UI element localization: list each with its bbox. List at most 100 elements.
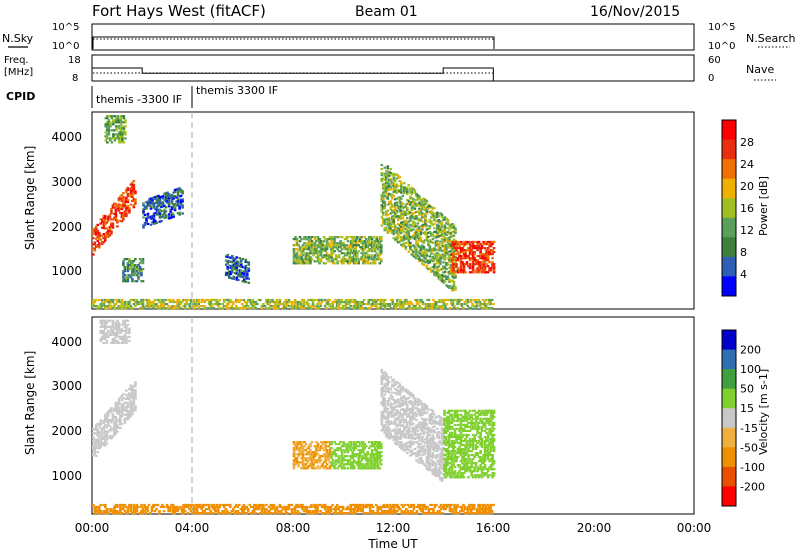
power-cells-cell-608 xyxy=(228,276,231,279)
vel-cells-cell-585 xyxy=(328,447,332,450)
power-cells-cell-2592 xyxy=(222,300,226,304)
power-cells-cell-643 xyxy=(235,276,239,279)
power-cells-cell-945 xyxy=(336,244,339,247)
power-cells-cell-3046 xyxy=(474,305,477,308)
power-cells-cell-2137 xyxy=(458,245,461,248)
power-cells-cell-1641 xyxy=(418,235,421,238)
vel-cells-cell-571 xyxy=(327,467,330,470)
power-cells-cell-2451 xyxy=(144,298,148,302)
power-cells-cell-485 xyxy=(158,198,162,201)
power-cells-cell-1378 xyxy=(395,197,399,200)
power-cells-cell-2089 xyxy=(454,229,457,232)
vel-cells-cell-170 xyxy=(120,423,124,426)
power-cells-cell-337 xyxy=(128,274,131,277)
power-cells-cell-1222 xyxy=(383,219,387,222)
vel-cells-cell-17 xyxy=(95,454,98,457)
power-cells-cell-241 xyxy=(112,115,115,118)
power-cells-cell-791 xyxy=(307,254,311,257)
power-cells-cell-2395 xyxy=(114,303,118,306)
power-cells-cell-1473 xyxy=(403,188,406,191)
power-cells-cell-2585 xyxy=(216,300,220,304)
vel-cells-cell-91 xyxy=(107,422,110,425)
vel-cells-cell-1405 xyxy=(427,456,430,459)
power-cells-cell-2289 xyxy=(482,240,485,244)
power-cells-cell-2902 xyxy=(391,298,395,302)
power-cells-cell-1898 xyxy=(439,230,442,233)
vel-cells-cell-222 xyxy=(129,408,133,411)
vel-cells-cell-814 xyxy=(373,449,377,452)
vel-cells-cell-1483 xyxy=(433,469,436,472)
power-cells-cell-308 xyxy=(122,280,125,283)
power-cells-cell-1448 xyxy=(401,227,405,230)
vel-cells-cell-1730 xyxy=(450,425,454,428)
vel-cells-cell-944 xyxy=(386,416,390,419)
vel-cells-cell-1255 xyxy=(413,431,417,434)
vel-cells-cell-227 xyxy=(129,396,133,399)
power-cells-cell-3011 xyxy=(451,305,455,308)
vel-cells-cell-1361 xyxy=(422,420,426,424)
vel-cells-cell-1312 xyxy=(418,403,421,406)
vel-cells-cell-1006 xyxy=(392,414,396,418)
power-cells-cell-285 xyxy=(119,115,123,118)
vel-cells-cell-1617 xyxy=(443,431,446,434)
vel-cells-cell-476 xyxy=(306,453,309,456)
vel-cells-cell-6 xyxy=(92,436,95,439)
power-cells-cell-473 xyxy=(157,200,160,204)
power-cells-cell-2583 xyxy=(216,305,220,308)
vel-cells-cell-92 xyxy=(107,420,110,423)
vel-cells-cell-1628 xyxy=(444,472,448,475)
power-cells-cell-1571 xyxy=(412,216,415,219)
power-cells-cell-93 xyxy=(113,216,116,219)
power-cells-cell-1295 xyxy=(389,226,393,229)
power-cells-cell-2134 xyxy=(458,255,461,258)
power-cells-cell-1774 xyxy=(428,210,432,214)
vel-cells-cell-977 xyxy=(389,420,393,423)
vel-cells-cell-1456 xyxy=(430,412,433,416)
power-cells-cell-1090 xyxy=(363,240,366,243)
power-cells-cell-165 xyxy=(128,209,131,212)
power-cells-cell-1908 xyxy=(440,268,444,271)
power-cells-cell-1209 xyxy=(382,199,385,202)
vel-cells-cell-962 xyxy=(388,427,391,430)
power-cells-cell-351 xyxy=(131,272,134,275)
vel-cells-cell-567 xyxy=(325,451,329,454)
vel-cells-cell-1735 xyxy=(450,413,454,416)
power-cells-cell-2473 xyxy=(155,303,158,306)
vel-cells-cell-1797 xyxy=(456,437,460,441)
power-cells-cell-2060 xyxy=(452,258,456,261)
power-cells-cell-2142 xyxy=(459,265,463,268)
vel-cells-cell-1611 xyxy=(443,458,446,461)
power-cells-cell-1670 xyxy=(419,198,423,202)
vel-cells-cell-726 xyxy=(358,467,362,470)
power-cells-cell-0 xyxy=(92,253,95,256)
vel-cells-cell-770 xyxy=(366,461,369,464)
vel-cells-cell-278 xyxy=(101,319,104,322)
vel-cells-cell-988 xyxy=(391,415,394,418)
vel-cells-cell-33 xyxy=(96,430,100,434)
power-cells-cell-1959 xyxy=(443,226,447,229)
power-cells-cell-1947 xyxy=(443,254,447,257)
vel-cells-cell-228 xyxy=(129,394,133,397)
vel-cells-cell-208 xyxy=(126,404,130,407)
power-cbar-swatch-4 xyxy=(722,198,736,219)
power-cells-cell-238 xyxy=(112,123,115,126)
vel-cells-cell-872 xyxy=(380,383,384,386)
vel-cells-cell-802 xyxy=(372,457,375,460)
power-cells-cell-1532 xyxy=(409,227,412,230)
power-cells-cell-1783 xyxy=(430,234,433,237)
power-cells-cell-994 xyxy=(346,246,350,249)
power-cells-cell-2716 xyxy=(293,305,297,308)
vel-cells-cell-337 xyxy=(114,321,118,324)
vel-cells-cell-1820 xyxy=(458,417,461,420)
vel-cells-cell-349 xyxy=(117,327,121,330)
power-cells-cell-2760 xyxy=(316,298,319,302)
vel-cells-cell-1093 xyxy=(400,437,403,440)
vel-cells-cell-1318 xyxy=(419,448,423,451)
power-cells-cell-2996 xyxy=(441,298,444,302)
power-cells-cell-203 xyxy=(106,141,109,144)
vel-cells-cell-1422 xyxy=(428,466,432,469)
vel-cells-cell-778 xyxy=(367,441,371,444)
power-cells-cell-2363 xyxy=(98,298,101,302)
power-cells-cell-1837 xyxy=(434,230,438,233)
power-cells-cell-2643 xyxy=(251,300,255,304)
